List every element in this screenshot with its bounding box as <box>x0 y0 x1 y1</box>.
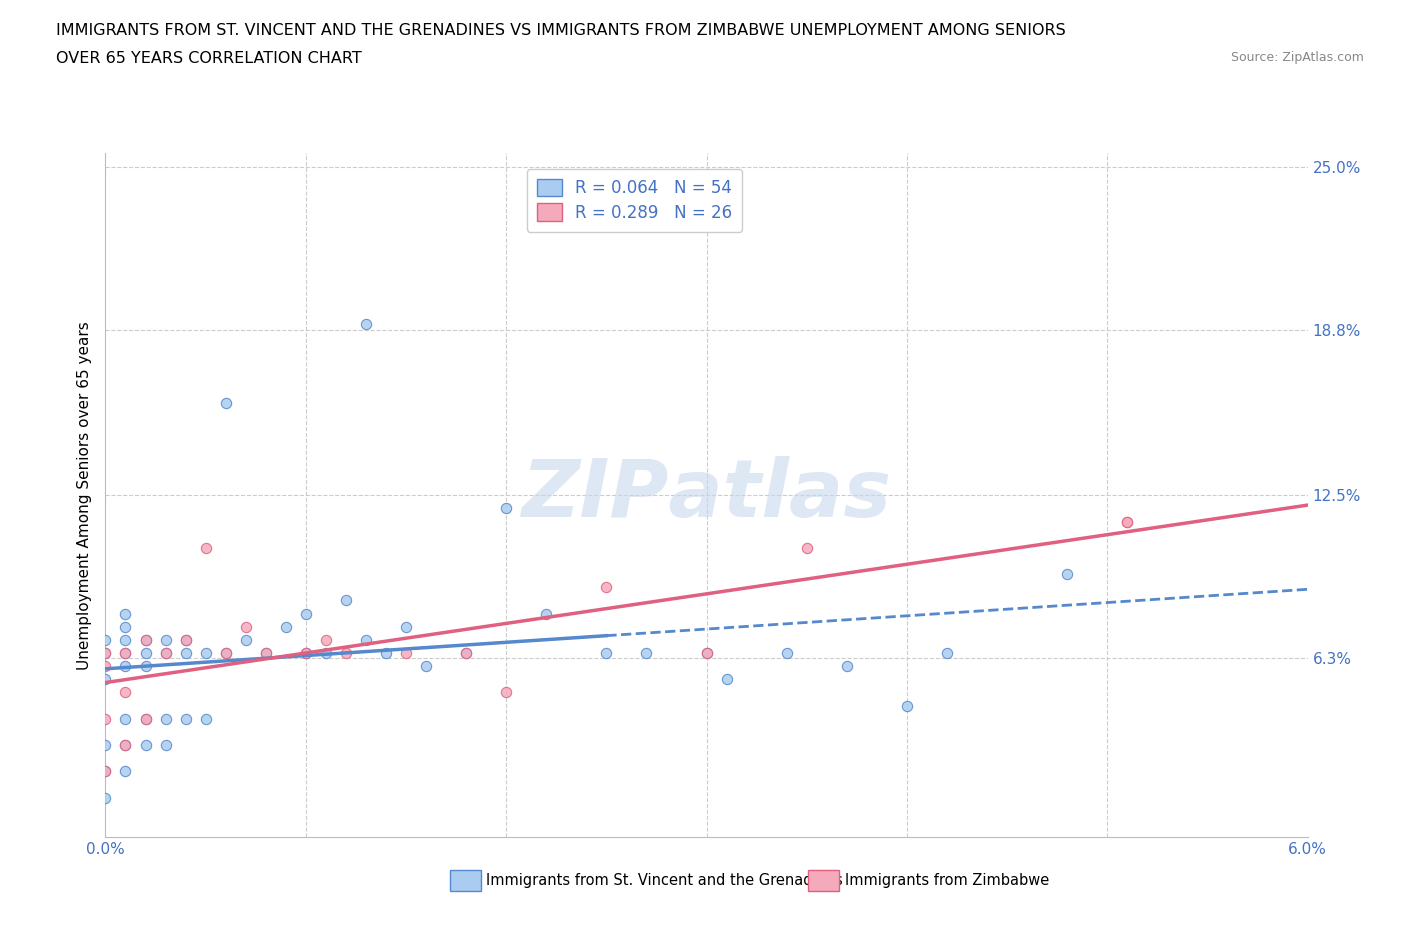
Point <box>155 645 177 660</box>
Point <box>94 737 117 752</box>
Point <box>696 645 718 660</box>
Point <box>295 645 318 660</box>
Text: Immigrants from Zimbabwe: Immigrants from Zimbabwe <box>845 873 1049 888</box>
Point <box>94 790 117 805</box>
Point <box>174 645 197 660</box>
Legend: R = 0.064   N = 54, R = 0.289   N = 26: R = 0.064 N = 54, R = 0.289 N = 26 <box>527 168 742 232</box>
Point <box>114 645 136 660</box>
Point <box>135 645 157 660</box>
Point <box>495 501 517 516</box>
Point <box>835 658 858 673</box>
Point <box>415 658 437 673</box>
Point <box>254 645 277 660</box>
Text: OVER 65 YEARS CORRELATION CHART: OVER 65 YEARS CORRELATION CHART <box>56 51 361 66</box>
Point <box>595 645 617 660</box>
Point <box>114 619 136 634</box>
Point <box>595 579 617 594</box>
Point <box>295 645 318 660</box>
Point <box>194 645 217 660</box>
Point <box>274 619 297 634</box>
Point <box>335 593 357 608</box>
Point <box>636 645 658 660</box>
Point <box>94 711 117 726</box>
Point <box>94 645 117 660</box>
Point <box>454 645 477 660</box>
Point <box>114 737 136 752</box>
Point <box>315 645 337 660</box>
Point <box>696 645 718 660</box>
Point <box>135 737 157 752</box>
Point <box>135 658 157 673</box>
Point <box>94 632 117 647</box>
Point <box>335 645 357 660</box>
Point <box>114 606 136 621</box>
Point <box>114 632 136 647</box>
Point <box>135 632 157 647</box>
Point <box>94 671 117 686</box>
Point <box>194 540 217 555</box>
Point <box>454 645 477 660</box>
Point <box>114 737 136 752</box>
Text: ZIP​atlas: ZIP​atlas <box>522 457 891 534</box>
Point <box>174 711 197 726</box>
Point <box>315 632 337 647</box>
Point <box>716 671 738 686</box>
Point <box>395 645 418 660</box>
Point <box>936 645 959 660</box>
Point <box>94 658 117 673</box>
Point <box>174 632 197 647</box>
Point <box>354 317 377 332</box>
Point <box>395 619 418 634</box>
Point <box>254 645 277 660</box>
Point <box>214 645 236 660</box>
Point <box>114 645 136 660</box>
Point <box>94 764 117 778</box>
Point <box>114 711 136 726</box>
Point <box>495 685 517 700</box>
Point <box>155 645 177 660</box>
Point <box>214 645 236 660</box>
Point <box>796 540 818 555</box>
Text: Immigrants from St. Vincent and the Grenadines: Immigrants from St. Vincent and the Gren… <box>486 873 844 888</box>
Point <box>354 632 377 647</box>
Point <box>1116 514 1139 529</box>
Text: Source: ZipAtlas.com: Source: ZipAtlas.com <box>1230 51 1364 64</box>
Point <box>114 685 136 700</box>
Point <box>155 711 177 726</box>
Point <box>1116 514 1139 529</box>
Point <box>235 619 257 634</box>
Point <box>374 645 398 660</box>
Point <box>94 645 117 660</box>
Point <box>94 764 117 778</box>
Point <box>776 645 799 660</box>
Point <box>135 711 157 726</box>
Point <box>174 632 197 647</box>
Text: IMMIGRANTS FROM ST. VINCENT AND THE GRENADINES VS IMMIGRANTS FROM ZIMBABWE UNEMP: IMMIGRANTS FROM ST. VINCENT AND THE GREN… <box>56 23 1066 38</box>
Point <box>896 698 918 713</box>
Point <box>295 606 318 621</box>
Point <box>135 711 157 726</box>
Y-axis label: Unemployment Among Seniors over 65 years: Unemployment Among Seniors over 65 years <box>76 321 91 670</box>
Point <box>1056 566 1078 581</box>
Point <box>155 632 177 647</box>
Point <box>155 737 177 752</box>
Point <box>114 658 136 673</box>
Point <box>135 632 157 647</box>
Point <box>194 711 217 726</box>
Point <box>534 606 557 621</box>
Point <box>114 764 136 778</box>
Point <box>214 396 236 411</box>
Point <box>235 632 257 647</box>
